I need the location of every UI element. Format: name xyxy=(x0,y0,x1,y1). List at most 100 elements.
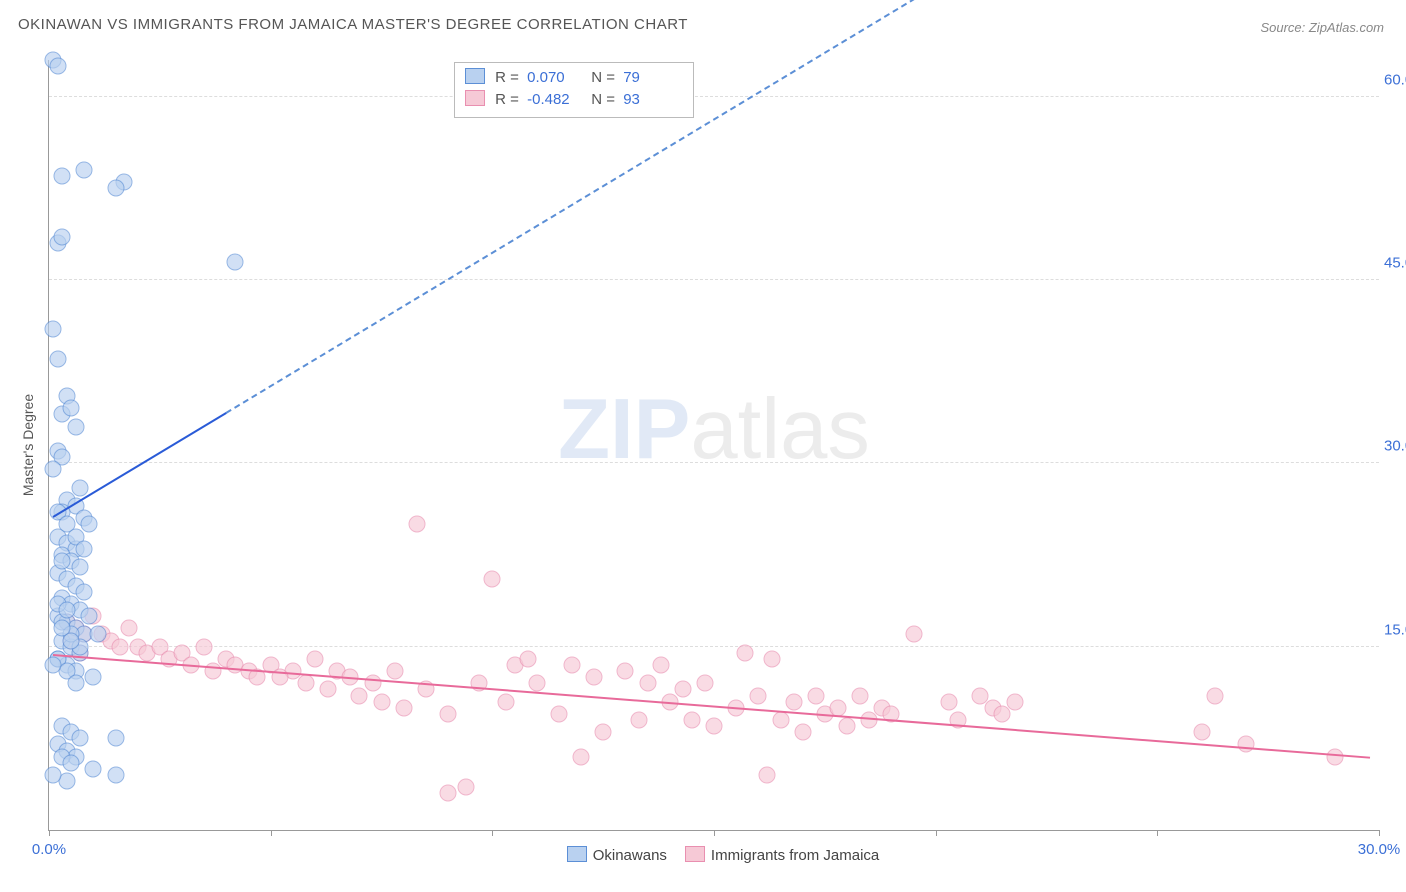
data-point-okinawans xyxy=(54,168,71,185)
data-point-okinawans xyxy=(63,632,80,649)
data-point-jamaica xyxy=(630,712,647,729)
data-point-okinawans xyxy=(49,351,66,368)
data-point-jamaica xyxy=(852,687,869,704)
data-point-jamaica xyxy=(807,687,824,704)
data-point-okinawans xyxy=(67,675,84,692)
data-point-jamaica xyxy=(994,705,1011,722)
data-point-okinawans xyxy=(107,767,124,784)
data-point-okinawans xyxy=(107,180,124,197)
data-point-jamaica xyxy=(940,693,957,710)
data-point-jamaica xyxy=(737,644,754,661)
scatter-plot: ZIPatlas 15.0%30.0%45.0%60.0%0.0%30.0%Ok… xyxy=(48,60,1379,831)
trend-line xyxy=(53,654,1370,759)
data-point-jamaica xyxy=(750,687,767,704)
data-point-jamaica xyxy=(785,693,802,710)
data-point-jamaica xyxy=(763,650,780,667)
data-point-jamaica xyxy=(586,669,603,686)
legend-row-jamaica: R = -0.482 N = 93 xyxy=(465,89,683,111)
x-tick xyxy=(492,830,493,836)
bottom-legend: Okinawans Immigrants from Jamaica xyxy=(49,846,1379,864)
data-point-okinawans xyxy=(89,626,106,643)
legend-label-okinawans: Okinawans xyxy=(593,847,667,864)
y-tick-label: 30.0% xyxy=(1384,438,1406,455)
data-point-jamaica xyxy=(519,650,536,667)
data-point-jamaica xyxy=(652,657,669,674)
data-point-okinawans xyxy=(227,253,244,270)
swatch-okinawans xyxy=(465,68,485,84)
n-label-2: N = xyxy=(591,91,615,108)
data-point-jamaica xyxy=(564,657,581,674)
data-point-jamaica xyxy=(1007,693,1024,710)
y-tick-label: 60.0% xyxy=(1384,71,1406,88)
x-tick xyxy=(271,830,272,836)
data-point-okinawans xyxy=(49,58,66,75)
data-point-okinawans xyxy=(54,553,71,570)
data-point-okinawans xyxy=(63,754,80,771)
gridline xyxy=(49,96,1379,97)
legend-label-jamaica: Immigrants from Jamaica xyxy=(711,847,879,864)
data-point-okinawans xyxy=(76,162,93,179)
data-point-jamaica xyxy=(395,699,412,716)
data-point-jamaica xyxy=(298,675,315,692)
data-point-jamaica xyxy=(759,767,776,784)
data-point-jamaica xyxy=(905,626,922,643)
legend-row-okinawans: R = 0.070 N = 79 xyxy=(465,67,683,89)
data-point-jamaica xyxy=(674,681,691,698)
data-point-jamaica xyxy=(550,705,567,722)
data-point-okinawans xyxy=(76,540,93,557)
data-point-jamaica xyxy=(706,718,723,735)
data-point-jamaica xyxy=(1206,687,1223,704)
data-point-jamaica xyxy=(351,687,368,704)
data-point-jamaica xyxy=(794,724,811,741)
y-tick-label: 15.0% xyxy=(1384,621,1406,638)
data-point-jamaica xyxy=(111,638,128,655)
x-tick xyxy=(936,830,937,836)
data-point-okinawans xyxy=(63,400,80,417)
data-point-jamaica xyxy=(440,705,457,722)
data-point-okinawans xyxy=(45,767,62,784)
r-value-jamaica: -0.482 xyxy=(527,89,587,111)
source-label: Source: ZipAtlas.com xyxy=(1260,20,1384,35)
watermark: ZIPatlas xyxy=(558,381,870,479)
legend-swatch-okinawans xyxy=(567,846,587,862)
data-point-jamaica xyxy=(457,779,474,796)
x-tick xyxy=(714,830,715,836)
data-point-jamaica xyxy=(1326,748,1343,765)
legend-swatch-jamaica xyxy=(685,846,705,862)
data-point-jamaica xyxy=(697,675,714,692)
data-point-jamaica xyxy=(120,620,137,637)
data-point-jamaica xyxy=(408,516,425,533)
data-point-okinawans xyxy=(80,608,97,625)
data-point-okinawans xyxy=(76,583,93,600)
swatch-jamaica xyxy=(465,90,485,106)
data-point-jamaica xyxy=(595,724,612,741)
data-point-okinawans xyxy=(67,418,84,435)
data-point-jamaica xyxy=(772,712,789,729)
data-point-jamaica xyxy=(386,663,403,680)
data-point-jamaica xyxy=(617,663,634,680)
data-point-jamaica xyxy=(373,693,390,710)
data-point-jamaica xyxy=(639,675,656,692)
r-value-okinawans: 0.070 xyxy=(527,67,587,89)
data-point-okinawans xyxy=(45,657,62,674)
n-value-okinawans: 79 xyxy=(623,67,683,89)
y-axis-label: Master's Degree xyxy=(20,394,36,496)
data-point-jamaica xyxy=(497,693,514,710)
gridline xyxy=(49,646,1379,647)
data-point-jamaica xyxy=(320,681,337,698)
data-point-okinawans xyxy=(45,320,62,337)
data-point-okinawans xyxy=(45,461,62,478)
x-tick xyxy=(1157,830,1158,836)
data-point-okinawans xyxy=(85,669,102,686)
n-value-jamaica: 93 xyxy=(623,89,683,111)
data-point-jamaica xyxy=(440,785,457,802)
x-tick xyxy=(49,830,50,836)
r-label-2: R = xyxy=(495,91,519,108)
data-point-okinawans xyxy=(107,730,124,747)
data-point-jamaica xyxy=(839,718,856,735)
gridline xyxy=(49,462,1379,463)
r-label-1: R = xyxy=(495,69,519,86)
data-point-okinawans xyxy=(72,559,89,576)
x-tick xyxy=(1379,830,1380,836)
data-point-jamaica xyxy=(484,571,501,588)
